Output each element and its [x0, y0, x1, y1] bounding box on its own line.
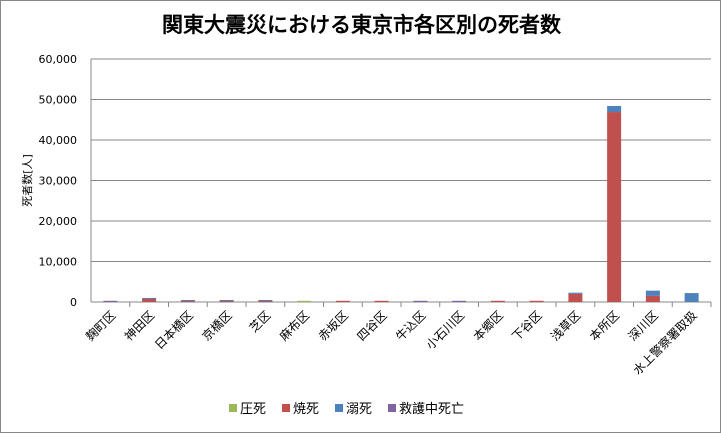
bar-焼死	[645, 295, 660, 302]
bar-圧死	[297, 300, 312, 302]
legend-label: 救護中死亡	[399, 401, 464, 417]
bar-救護中死亡	[103, 300, 118, 302]
legend-swatch	[388, 404, 396, 412]
y-tick-label: 50,000	[39, 94, 78, 107]
bar-溺死	[142, 297, 157, 299]
x-tick-label: 日本橋区	[152, 308, 196, 352]
bar-溺死	[607, 105, 622, 113]
x-tick-label: 麹町区	[82, 308, 118, 344]
bar-焼死	[180, 300, 195, 302]
bar-焼死	[490, 300, 505, 302]
bar-焼死	[258, 300, 273, 302]
x-tick-label: 赤坂区	[316, 308, 351, 343]
legend-label: 焼死	[293, 402, 319, 417]
x-tick-label: 小石川区	[423, 308, 467, 352]
bar-焼死	[607, 112, 622, 303]
x-tick-label: 本郷区	[471, 308, 506, 343]
bar-焼死	[374, 300, 389, 302]
x-tick-label: 牛込区	[392, 308, 428, 344]
bar-焼死	[529, 300, 544, 302]
bar-溺死	[684, 293, 699, 302]
legend-swatch	[282, 404, 290, 412]
bar-溺死	[219, 299, 234, 301]
y-tick-label: 40,000	[39, 134, 78, 147]
x-tick-label: 神田区	[122, 308, 157, 343]
bar-焼死	[335, 300, 350, 302]
y-tick-label: 0	[70, 296, 77, 309]
bar-救護中死亡	[452, 300, 467, 302]
x-tick-label: 四谷区	[354, 308, 389, 343]
x-tick-label: 芝区	[246, 308, 274, 336]
x-tick-label: 深川区	[626, 308, 661, 343]
x-tick-label: 京橋区	[199, 308, 234, 343]
legend-swatch	[335, 404, 343, 412]
y-tick-label: 60,000	[39, 53, 78, 66]
legend-label: 溺死	[346, 402, 372, 417]
bar-溺死	[180, 299, 195, 301]
bar-溺死	[568, 292, 583, 294]
chart-title: 関東大震災における東京市各区別の死者数	[162, 13, 561, 37]
y-tick-label: 10,000	[39, 256, 78, 269]
legend-label: 圧死	[240, 402, 266, 417]
y-axis-label: 死者数[人]	[21, 154, 34, 207]
legend-swatch	[229, 404, 237, 412]
x-tick-label: 本所区	[587, 308, 622, 343]
bar-溺死	[258, 299, 273, 301]
y-tick-label: 20,000	[39, 215, 78, 228]
bar-救護中死亡	[413, 300, 428, 302]
x-tick-label: 下谷区	[509, 308, 544, 343]
y-tick-label: 30,000	[39, 175, 78, 188]
bar-焼死	[219, 300, 234, 302]
bar-焼死	[568, 293, 583, 302]
bar-溺死	[645, 290, 660, 296]
bar-焼死	[142, 298, 157, 302]
x-tick-label: 浅草区	[548, 308, 583, 343]
x-tick-label: 麻布区	[276, 308, 312, 344]
